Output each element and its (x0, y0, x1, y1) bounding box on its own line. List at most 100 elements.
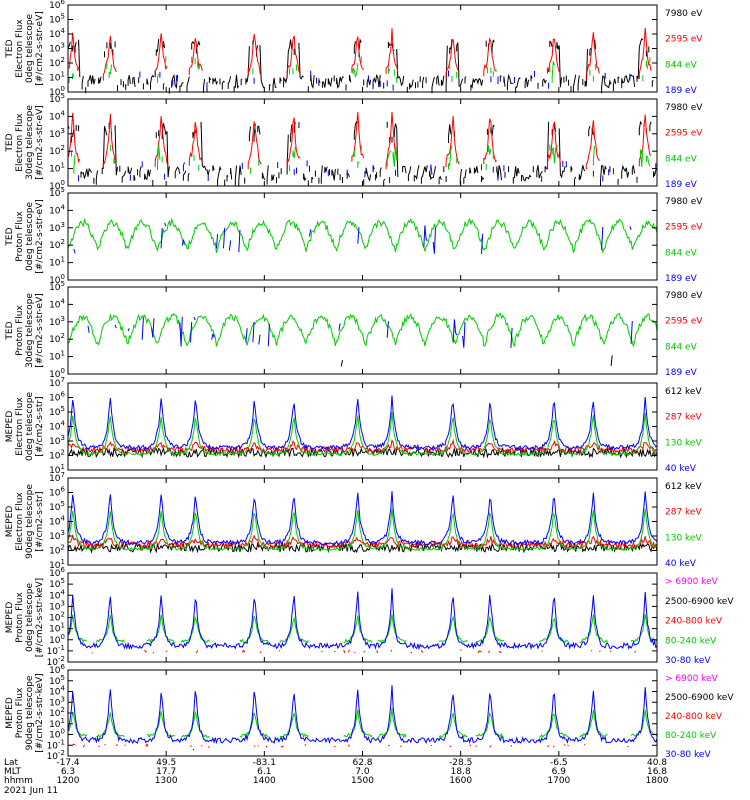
y-tick-exponent: -1 (58, 738, 65, 746)
y-tick-base: 10 (49, 130, 61, 140)
x-axis-row-label: Lat (4, 758, 19, 768)
y-tick-label: 104 (49, 109, 65, 122)
y-axis-label: MEPED Proton Flux 0deg telescope [#/cm2-s-s… (5, 578, 45, 657)
y-axis-label-line: [#/cm2-s-str-eV] (35, 105, 45, 180)
y-tick-exponent: 6 (61, 0, 66, 6)
x-tick-lat: -17.4 (56, 758, 80, 768)
y-tick-base: 10 (49, 561, 61, 571)
y-tick-base: 10 (49, 625, 61, 635)
y-tick-base: 10 (49, 1, 61, 11)
y-tick-base: 10 (49, 602, 61, 612)
y-tick-base: 10 (49, 147, 61, 157)
y-tick-exponent: 2 (61, 56, 65, 64)
y-tick-base: 10 (49, 666, 61, 676)
series-trace-4-3 (68, 312, 658, 348)
y-tick-label: 102 (49, 238, 65, 251)
y-tick-base: 10 (49, 95, 61, 105)
legend-channel-label: 7980 eV (665, 197, 703, 207)
y-tick-label: 104 (49, 27, 65, 40)
y-tick-exponent: 5 (61, 500, 65, 508)
y-tick-base: 10 (47, 752, 59, 762)
legend-channel-label: 80-240 keV (665, 731, 717, 741)
y-tick-exponent: 1 (61, 256, 65, 264)
y-tick-label: 100 (49, 633, 65, 646)
legend-channel-label: 80-240 keV (665, 636, 717, 646)
y-axis-label-line: Electron Flux (15, 19, 25, 78)
y-tick-exponent: 6 (61, 486, 66, 494)
y-tick-label: 107 (49, 376, 65, 389)
y-tick-exponent: 3 (61, 42, 65, 50)
y-tick-exponent: 5 (61, 674, 65, 682)
y-tick-label: 105 (49, 405, 65, 418)
y-axis-label: MEPED Electron Flux 0deg telescope [#/cm2-s… (5, 392, 45, 462)
legend-channel-label: 189 eV (665, 180, 698, 190)
series-trace-1-3 (68, 55, 651, 84)
y-tick-base: 10 (49, 45, 61, 55)
x-tick-lat: -6.5 (550, 758, 568, 768)
y-tick-base: 10 (49, 437, 61, 447)
y-axis-label-line: 0deg telescope (25, 202, 35, 272)
series-trace-8-2 (193, 748, 641, 750)
x-axis-row-label: MLT (4, 767, 22, 777)
legend-channel-label: 40 keV (665, 464, 697, 474)
y-tick-exponent: 5 (61, 280, 65, 288)
y-tick-base: 10 (47, 658, 59, 668)
y-tick-base: 10 (49, 591, 61, 601)
series-trace-6-1 (67, 541, 658, 554)
y-axis-label-line: Proton Flux (15, 687, 25, 738)
y-tick-base: 10 (49, 16, 61, 26)
y-tick-exponent: 1 (61, 71, 65, 79)
y-tick-base: 10 (49, 394, 61, 404)
y-tick-base: 10 (49, 206, 61, 216)
y-axis-label-line: MEPED (5, 697, 15, 729)
y-tick-exponent: 0 (61, 179, 65, 187)
y-tick-exponent: -2 (58, 655, 65, 663)
panel-frame (67, 572, 658, 663)
y-tick-label: 101 (49, 71, 65, 84)
y-axis-label-line: TED (5, 227, 15, 246)
legend-channel-label: 7980 eV (665, 9, 703, 19)
series-trace-1-4 (139, 70, 631, 91)
series-trace-6-2 (67, 534, 658, 550)
legend-channel-label: 2595 eV (665, 317, 703, 327)
x-tick-hhmm: 1600 (449, 776, 472, 786)
panel-frame (67, 382, 658, 471)
y-tick-exponent: 6 (61, 391, 66, 399)
y-tick-exponent: -1 (58, 644, 65, 652)
legend-channel-label: 844 eV (665, 154, 698, 164)
y-tick-exponent: 4 (61, 685, 66, 693)
y-tick-exponent: -2 (58, 749, 65, 757)
y-axis-label-line: Proton Flux (15, 211, 25, 262)
y-tick-base: 10 (49, 259, 61, 269)
y-tick-exponent: 4 (61, 588, 66, 596)
y-tick-label: 100 (49, 273, 65, 286)
x-tick-mlt: 6.9 (552, 767, 567, 777)
series-trace-8-3 (73, 744, 657, 747)
y-axis-label-line: [#/cm2-s-str-eV] (35, 293, 45, 368)
y-tick-label: 100 (49, 367, 65, 380)
y-tick-exponent: 2 (61, 144, 65, 152)
x-tick-lat: 49.5 (156, 758, 176, 768)
y-tick-label: 102 (49, 449, 65, 462)
y-tick-exponent: 0 (61, 85, 65, 93)
y-tick-exponent: 0 (61, 728, 65, 736)
y-axis-label: TED Electron Flux 0deg telescope [#/cm2-s-s… (5, 11, 45, 86)
panel-frame (67, 192, 658, 281)
legend-channel-label: 844 eV (665, 248, 698, 258)
x-tick-hhmm: 1700 (547, 776, 570, 786)
y-tick-exponent: 4 (61, 297, 66, 305)
y-axis-label: TED Proton Flux 30deg telescope [#/cm2-s-st… (5, 293, 45, 368)
y-tick-label: 103 (49, 434, 65, 447)
y-tick-label: 101 (49, 162, 65, 175)
y-axis-label-line: 0deg telescope (25, 583, 35, 653)
series-trace-5-3 (67, 412, 658, 457)
y-axis-label: TED Electron Flux 30deg telescope [#/cm2-s-… (5, 105, 45, 180)
legend-channel-label: 844 eV (665, 60, 698, 70)
legend-channel-label: 7980 eV (665, 103, 703, 113)
y-tick-base: 10 (49, 408, 61, 418)
y-tick-label: 104 (49, 685, 65, 698)
